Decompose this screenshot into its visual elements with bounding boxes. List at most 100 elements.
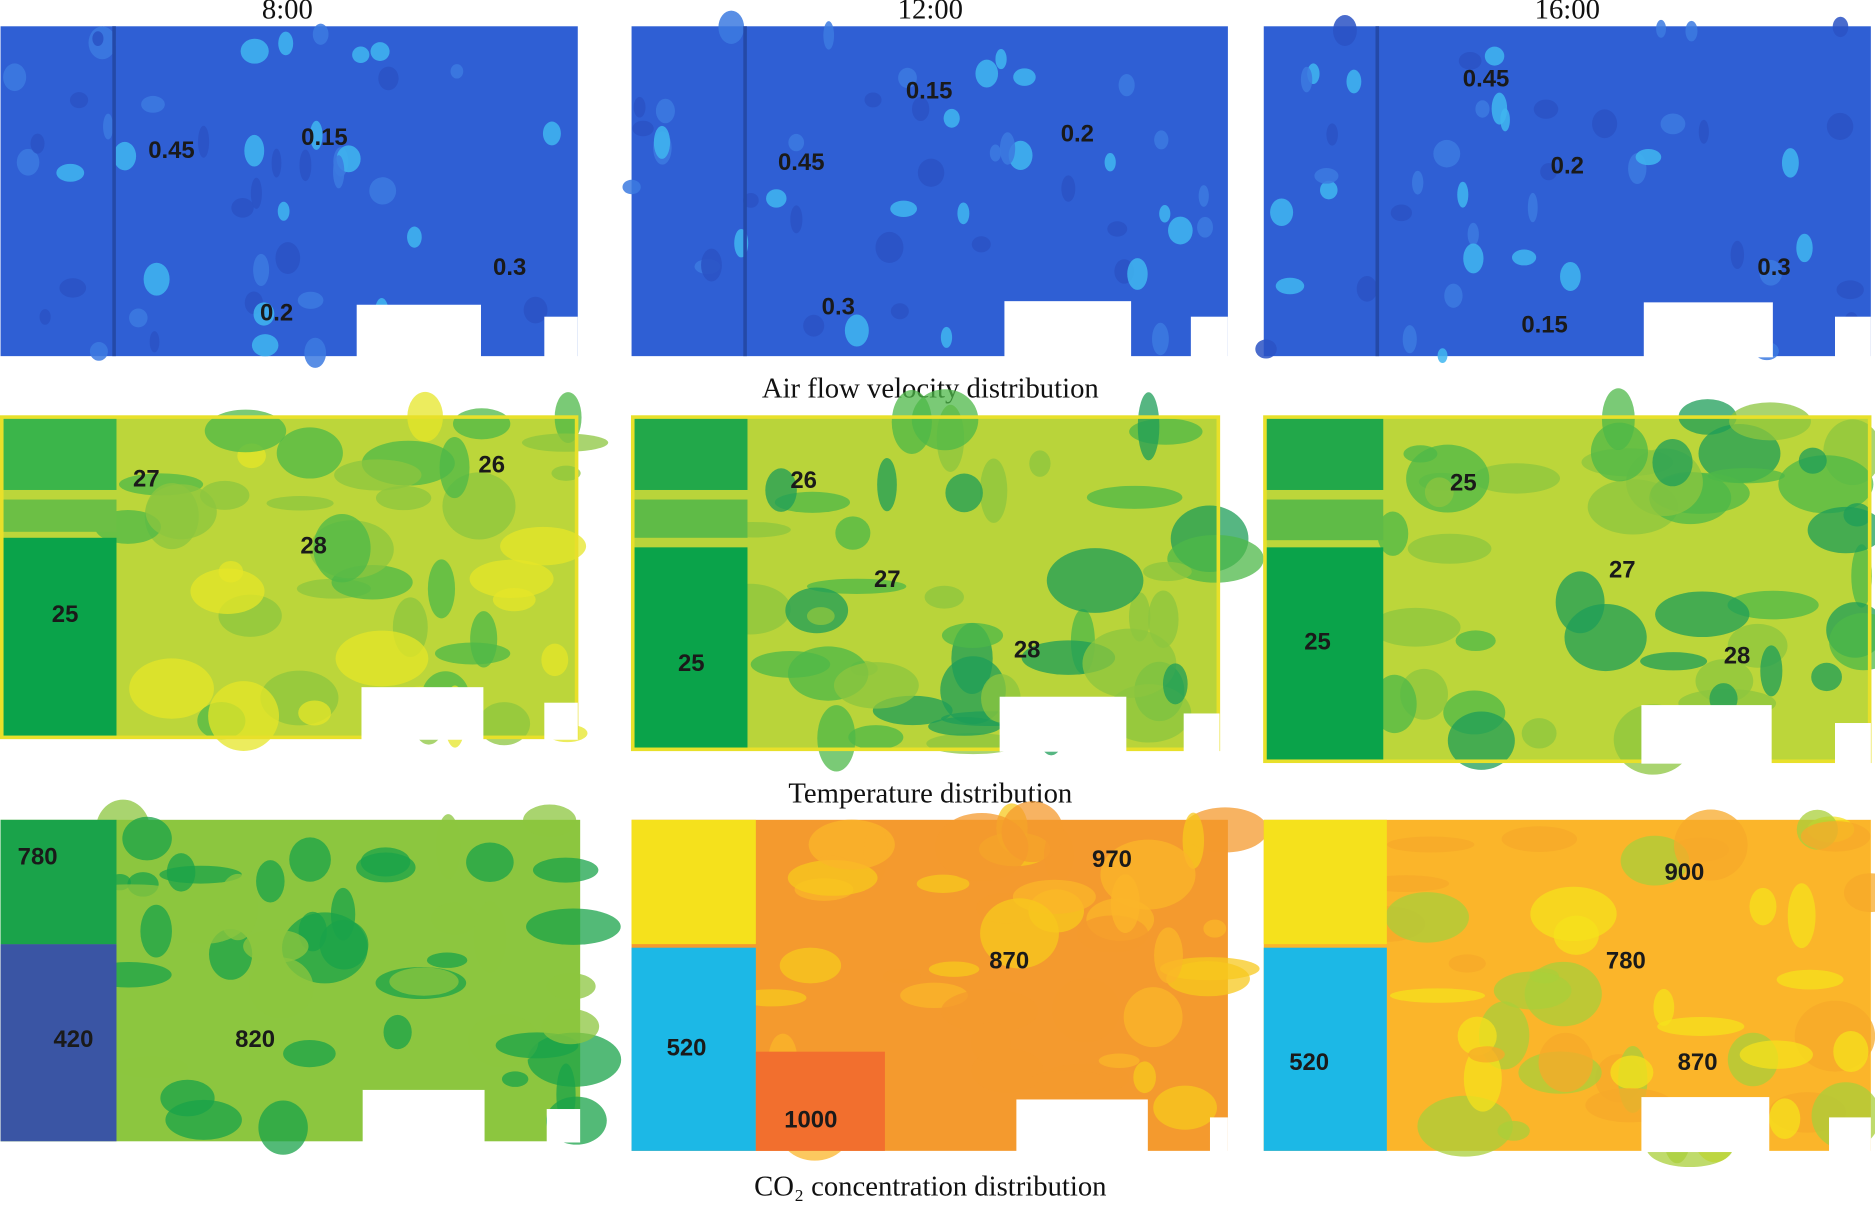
contour-blob xyxy=(546,973,596,1000)
contour-blob xyxy=(473,901,507,973)
contour-label: 0.3 xyxy=(822,294,855,321)
contour-blob xyxy=(1656,19,1667,38)
contour-label: 900 xyxy=(1664,859,1704,886)
contour-blob xyxy=(1166,961,1250,997)
contour-blob xyxy=(143,262,170,296)
contour-blob xyxy=(149,331,160,353)
contour-blob xyxy=(1333,15,1357,46)
contour-blob xyxy=(1759,259,1783,286)
contour-blob xyxy=(276,427,343,479)
contour-blob xyxy=(817,705,856,772)
contour-blob xyxy=(1203,919,1227,938)
contour-blob xyxy=(1807,506,1875,554)
contour-blob xyxy=(911,389,979,451)
contour-blob xyxy=(319,919,369,970)
panel-base xyxy=(631,26,1228,357)
contour-blob xyxy=(1851,544,1873,608)
contour-blob xyxy=(1377,511,1409,556)
contour-blob xyxy=(541,643,569,677)
contour-blob xyxy=(1127,258,1148,290)
contour-blob xyxy=(129,658,214,719)
contour-label: 26 xyxy=(790,467,817,494)
contour-blob xyxy=(383,1014,412,1050)
contour-blob xyxy=(1729,402,1811,441)
contour-blob xyxy=(750,650,831,678)
contour-blob xyxy=(1560,261,1581,292)
contour-blob xyxy=(928,961,980,977)
contour-blob xyxy=(1154,927,1183,984)
contour-blob xyxy=(1110,874,1140,934)
contour-blob xyxy=(890,303,909,320)
contour-blob xyxy=(1319,180,1338,200)
contour-blob xyxy=(1390,204,1412,222)
contour-blob xyxy=(165,1099,242,1140)
contour-label: 520 xyxy=(667,1035,707,1062)
contour-blob xyxy=(1640,652,1708,671)
contour-blob xyxy=(1197,216,1214,238)
contour-blob xyxy=(1635,148,1662,166)
contour-blob xyxy=(1098,1053,1140,1068)
contour-blob xyxy=(313,513,371,583)
contour-blob xyxy=(1448,954,1486,973)
contour-label: 28 xyxy=(1724,643,1751,670)
contour-blob xyxy=(375,485,432,511)
contour-blob xyxy=(1407,533,1492,564)
contour-blob xyxy=(190,568,265,615)
contour-blob xyxy=(312,23,329,45)
contour-blob xyxy=(335,630,429,687)
contour-blob xyxy=(1657,1016,1745,1036)
contour-panel: 900 780 520 870 xyxy=(1263,809,1875,1168)
contour-blob xyxy=(275,242,301,275)
contour-blob xyxy=(1148,590,1179,648)
contour-blob xyxy=(145,484,217,540)
contour-panel: 780 420 820 xyxy=(0,799,622,1155)
notch xyxy=(999,696,1127,752)
contour-blob xyxy=(1437,348,1448,364)
contour-label: 780 xyxy=(18,843,58,870)
contour-blob xyxy=(1620,835,1690,886)
contour-blob xyxy=(56,163,85,182)
notch xyxy=(356,304,481,358)
zone-block xyxy=(1263,819,1387,945)
contour-blob xyxy=(426,952,468,968)
contour-blob xyxy=(1457,181,1469,208)
contour-panel: 970 870 520 1000 xyxy=(631,801,1268,1161)
contour-blob xyxy=(249,957,314,1019)
contour-blob xyxy=(833,662,919,709)
contour-blob xyxy=(1077,915,1149,953)
contour-blob xyxy=(1475,100,1490,118)
panel-base xyxy=(0,26,578,357)
zone-block xyxy=(1263,947,1387,1151)
contour-blob xyxy=(542,121,561,146)
contour-blob xyxy=(1472,463,1561,494)
contour-blob xyxy=(1455,630,1496,652)
contour-blob xyxy=(427,559,456,619)
contour-blob xyxy=(140,904,172,958)
contour-blob xyxy=(877,457,897,512)
contour-blob xyxy=(1086,485,1183,509)
notch xyxy=(544,316,578,358)
contour-blob xyxy=(113,141,137,171)
contour-blob xyxy=(1484,46,1505,66)
contour-label: 25 xyxy=(678,650,705,677)
contour-blob xyxy=(1143,561,1192,582)
contour-blob xyxy=(59,278,87,298)
contour-blob xyxy=(1198,185,1209,207)
contour-panel: 0.45 0.15 0.2 0.3 xyxy=(0,23,578,368)
contour-blob xyxy=(848,725,904,750)
contour-blob xyxy=(208,681,280,751)
contour-blob xyxy=(1533,99,1559,119)
contour-blob xyxy=(1433,139,1461,168)
panels: 0.45 0.150.20.30.150.20.450.30.450.20.30.… xyxy=(0,10,1875,1168)
contour-blob xyxy=(1412,170,1424,195)
contour-blob xyxy=(258,1100,308,1155)
contour-blob xyxy=(928,717,1001,736)
contour-blob xyxy=(1152,322,1169,356)
zone-block xyxy=(0,537,117,739)
contour-blob xyxy=(1727,590,1819,620)
contour-blob xyxy=(1521,718,1557,749)
contour-label: 0.15 xyxy=(906,77,953,104)
contour-blob xyxy=(1402,325,1417,354)
contour-blob xyxy=(1326,123,1338,146)
